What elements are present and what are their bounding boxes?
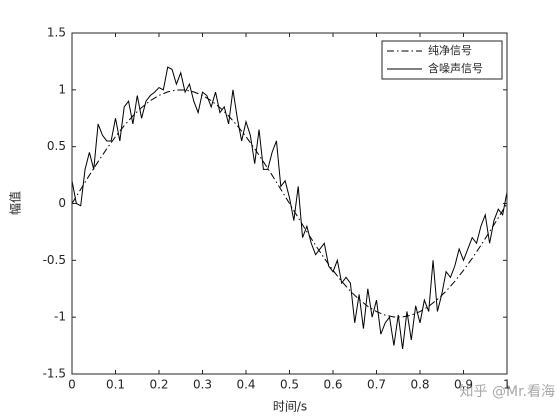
x-tick-label: 0	[68, 378, 76, 392]
y-tick-label: 1	[58, 82, 66, 96]
x-tick-label: 0.5	[280, 378, 299, 392]
y-axis-label: 幅值	[8, 191, 23, 215]
x-tick-label: 0.9	[454, 378, 473, 392]
y-tick-label: -1.5	[43, 367, 66, 381]
x-tick-label: 0.8	[410, 378, 429, 392]
x-tick-label: 0.3	[193, 378, 212, 392]
x-tick-label: 0.1	[106, 378, 125, 392]
watermark: 知乎 @Mr.看海	[460, 383, 555, 400]
x-tick-label: 0.2	[149, 378, 168, 392]
legend-box	[381, 40, 503, 80]
y-tick-label: 0.5	[47, 139, 66, 153]
legend-label: 含噪声信号	[428, 61, 483, 75]
y-tick-label: -1	[54, 310, 66, 324]
y-tick-label: -0.5	[43, 253, 66, 267]
x-tick-label: 0.6	[323, 378, 342, 392]
x-axis-label: 时间/s	[273, 400, 307, 414]
x-tick-label: 1	[503, 378, 511, 392]
x-tick-label: 0.4	[236, 378, 255, 392]
y-tick-label: 0	[58, 196, 66, 210]
legend-label: 纯净信号	[428, 43, 472, 57]
x-tick-label: 0.7	[367, 378, 386, 392]
axes-box	[71, 32, 508, 375]
y-tick-label: 1.5	[47, 26, 66, 40]
data-line	[71, 66, 508, 350]
